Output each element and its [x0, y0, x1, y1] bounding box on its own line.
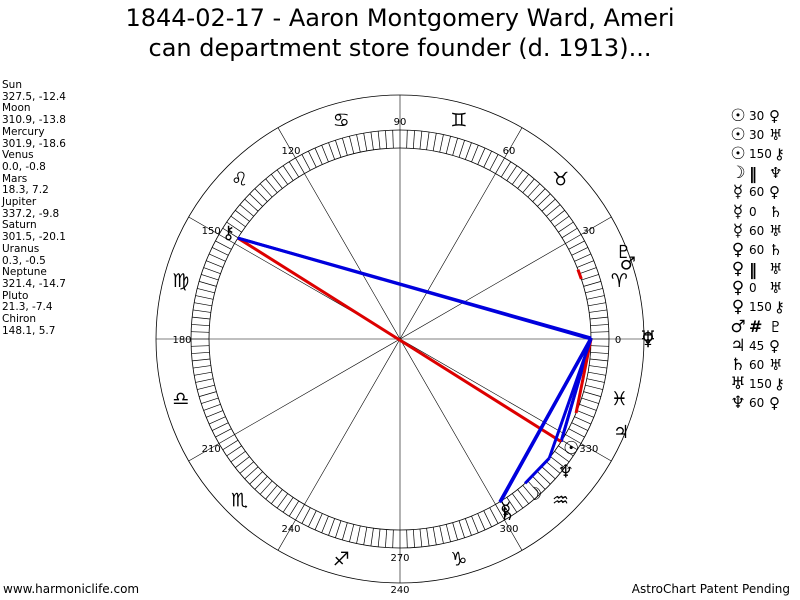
planet-glyph-sun-icon: ☉: [563, 438, 579, 459]
zodiac-sign-icon: ♋: [333, 110, 350, 132]
degree-label-150: 150: [202, 226, 221, 237]
bottom-degree-label: 240: [390, 585, 409, 596]
degree-label-30: 30: [582, 226, 595, 237]
degree-label-90: 90: [394, 117, 407, 128]
degree-label-270: 270: [390, 553, 409, 564]
degree-label-120: 120: [281, 146, 300, 157]
degree-label-0: 0: [615, 335, 621, 346]
zodiac-sign-icon: ♏: [231, 490, 248, 512]
aspect-line: [578, 270, 581, 279]
planet-glyph-chiron-icon: ⚷: [222, 222, 235, 243]
planet-glyph-neptune-icon: ♆: [558, 461, 574, 482]
aspect-line: [238, 238, 561, 442]
aspect-lines: [238, 238, 591, 502]
zodiac-sign-icon: ♌: [231, 168, 248, 190]
footer-website[interactable]: www.harmoniclife.com: [3, 582, 139, 596]
planet-glyph-uranus-icon: ♅: [640, 328, 656, 349]
planet-glyph-jupiter-icon: ♃: [613, 422, 629, 443]
aspect-line: [500, 338, 591, 502]
footer-patent: AstroChart Patent Pending: [632, 582, 790, 596]
degree-label-180: 180: [172, 335, 191, 346]
degree-label-330: 330: [579, 444, 598, 455]
degree-label-210: 210: [202, 444, 221, 455]
degree-label-60: 60: [503, 146, 516, 157]
aspect-line: [238, 238, 591, 338]
zodiac-sign-icon: ♑: [450, 548, 467, 570]
zodiac-sign-icon: ♐: [333, 548, 350, 570]
degree-label-300: 300: [499, 524, 518, 535]
zodiac-sign-icon: ♊: [450, 110, 467, 132]
degree-label-240: 240: [281, 524, 300, 535]
zodiac-sign-icon: ♉: [552, 168, 569, 190]
planet-glyph-moon-icon: ☽: [526, 484, 542, 505]
planet-glyph-pluto-icon: ♇: [616, 242, 632, 263]
zodiac-sign-icon: ♎: [172, 388, 189, 410]
planet-glyph-saturn-icon: ♄: [499, 504, 515, 525]
zodiac-sign-icon: ♒: [552, 490, 569, 512]
zodiac-sign-icon: ♓: [611, 388, 628, 410]
zodiac-sign-icon: ♍: [172, 270, 189, 292]
